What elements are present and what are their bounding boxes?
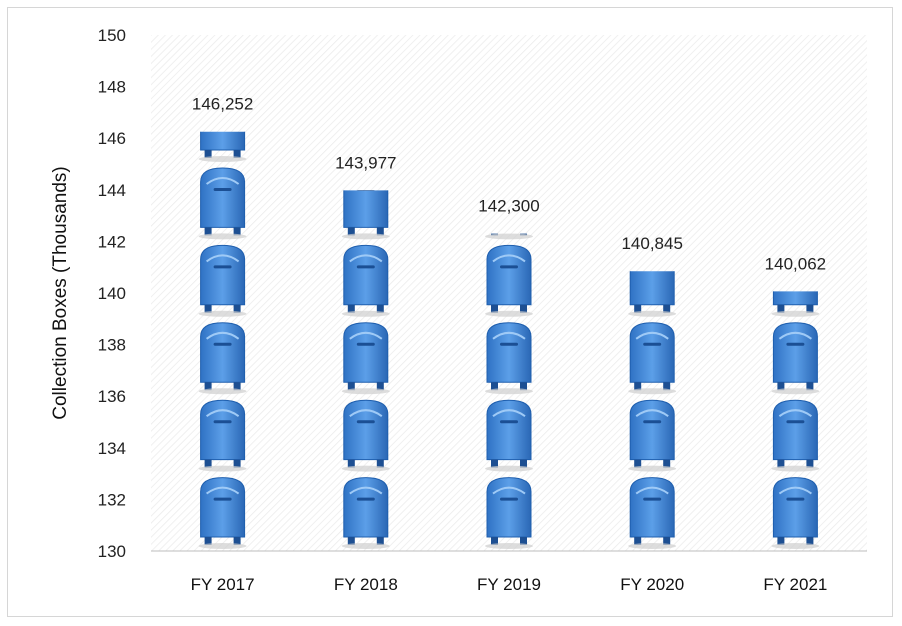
data-label: 140,845 bbox=[621, 234, 682, 253]
y-axis-ticks: 130 132 134 136 138 140 142 144 146 148 150 bbox=[98, 26, 126, 561]
y-tick-label: 136 bbox=[98, 387, 126, 406]
pictograph-bar-chart: 130 132 134 136 138 140 142 144 146 148 150 146,25… bbox=[50, 26, 867, 594]
x-tick-label: FY 2021 bbox=[763, 575, 827, 594]
data-label: 140,062 bbox=[765, 254, 826, 273]
bar-fy-2021: 140,062 bbox=[765, 254, 826, 549]
x-tick-label: FY 2020 bbox=[620, 575, 684, 594]
bar-fy-2017: 146,252 bbox=[192, 95, 253, 549]
y-tick-label: 132 bbox=[98, 490, 126, 509]
x-tick-label: FY 2019 bbox=[477, 575, 541, 594]
x-tick-label: FY 2018 bbox=[334, 575, 398, 594]
y-tick-label: 146 bbox=[98, 129, 126, 148]
y-tick-label: 148 bbox=[98, 78, 126, 97]
y-tick-label: 142 bbox=[98, 232, 126, 251]
y-tick-label: 138 bbox=[98, 336, 126, 355]
y-axis-label: Collection Boxes (Thousands) bbox=[50, 166, 71, 419]
y-tick-label: 130 bbox=[98, 542, 126, 561]
data-label: 143,977 bbox=[335, 153, 396, 172]
data-label: 146,252 bbox=[192, 95, 253, 114]
y-tick-label: 150 bbox=[98, 26, 126, 45]
data-label: 142,300 bbox=[478, 197, 539, 216]
chart-frame: 130 132 134 136 138 140 142 144 146 148 150 146,25… bbox=[7, 7, 893, 617]
y-tick-label: 140 bbox=[98, 284, 126, 303]
bar-fy-2020: 140,845 bbox=[621, 234, 683, 549]
x-tick-label: FY 2017 bbox=[191, 575, 255, 594]
y-tick-label: 144 bbox=[98, 181, 126, 200]
y-tick-label: 134 bbox=[98, 439, 126, 458]
x-axis-categories: FY 2017 FY 2018 FY 2019 FY 2020 FY 2021 bbox=[191, 575, 828, 594]
bar-fy-2018: 143,977 bbox=[335, 153, 397, 549]
pictograph-bars: 146,252 143,977 142,300 140,845 140,062 bbox=[192, 95, 826, 549]
bar-fy-2019: 142,300 bbox=[478, 197, 540, 549]
